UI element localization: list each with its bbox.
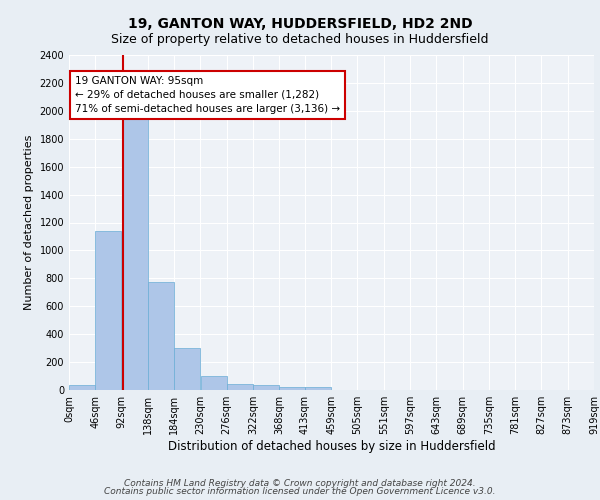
Bar [305, 387, 331, 390]
Bar [148, 282, 174, 390]
Y-axis label: Number of detached properties: Number of detached properties [24, 135, 34, 310]
X-axis label: Distribution of detached houses by size in Huddersfield: Distribution of detached houses by size … [167, 440, 496, 453]
Bar [280, 386, 305, 390]
Text: 19, GANTON WAY, HUDDERSFIELD, HD2 2ND: 19, GANTON WAY, HUDDERSFIELD, HD2 2ND [128, 18, 472, 32]
Bar [253, 384, 279, 390]
Text: Contains HM Land Registry data © Crown copyright and database right 2024.: Contains HM Land Registry data © Crown c… [124, 478, 476, 488]
Text: Size of property relative to detached houses in Huddersfield: Size of property relative to detached ho… [111, 32, 489, 46]
Bar [227, 384, 253, 390]
Bar [174, 348, 200, 390]
Bar [69, 385, 95, 390]
Bar [200, 376, 227, 390]
Bar [122, 116, 148, 390]
Text: 19 GANTON WAY: 95sqm
← 29% of detached houses are smaller (1,282)
71% of semi-de: 19 GANTON WAY: 95sqm ← 29% of detached h… [75, 76, 340, 114]
Text: Contains public sector information licensed under the Open Government Licence v3: Contains public sector information licen… [104, 487, 496, 496]
Bar [95, 231, 121, 390]
